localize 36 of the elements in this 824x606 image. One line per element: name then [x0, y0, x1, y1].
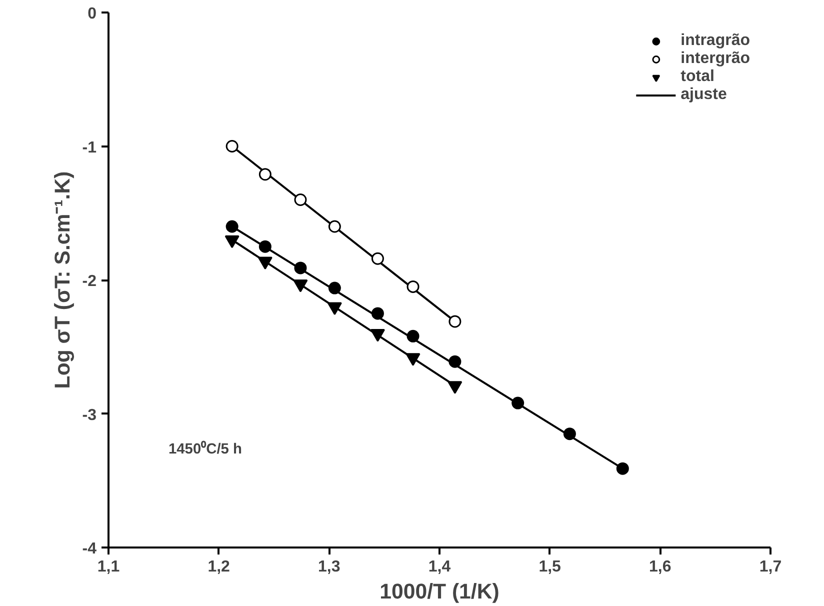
- point: [448, 315, 462, 328]
- point: [294, 194, 307, 206]
- point: [406, 280, 420, 293]
- point: [258, 168, 272, 181]
- point: [258, 240, 272, 253]
- annotation: 1450⁰C/5 h: [168, 440, 242, 458]
- point: [226, 220, 238, 233]
- x-tick-label: 1,2: [208, 558, 230, 576]
- legend-label: intragrão: [680, 32, 750, 50]
- x-axis-title: 1000/T (1/K): [380, 580, 500, 604]
- point: [512, 396, 524, 410]
- x-tick-label: 1,3: [318, 558, 340, 576]
- x-tick-label: 1,4: [428, 558, 451, 576]
- legend-label: intergrão: [680, 50, 750, 68]
- point: [328, 220, 341, 233]
- y-tick-label: -4: [82, 540, 97, 558]
- y-tick-label: 0: [88, 6, 97, 22]
- point: [563, 428, 576, 440]
- point: [371, 252, 384, 265]
- x-tick-label: 1,5: [538, 558, 562, 576]
- y-tick-label: -2: [82, 273, 97, 290]
- point: [371, 307, 384, 320]
- point: [328, 282, 341, 294]
- legend-label: total: [680, 68, 714, 86]
- x-tick-label: 1,7: [759, 558, 782, 576]
- point: [226, 140, 238, 152]
- point: [406, 330, 420, 342]
- point: [616, 462, 629, 475]
- y-tick-label: -1: [82, 139, 97, 156]
- y-axis-title: Log σT (σT: S.cm⁻¹.K): [50, 171, 74, 389]
- legend-label: ajuste: [680, 86, 727, 104]
- point: [448, 355, 462, 368]
- y-tick-label: -3: [82, 406, 97, 424]
- point: [294, 262, 307, 274]
- x-tick-label: 1,6: [649, 558, 672, 576]
- x-tick-label: 1,1: [97, 558, 120, 576]
